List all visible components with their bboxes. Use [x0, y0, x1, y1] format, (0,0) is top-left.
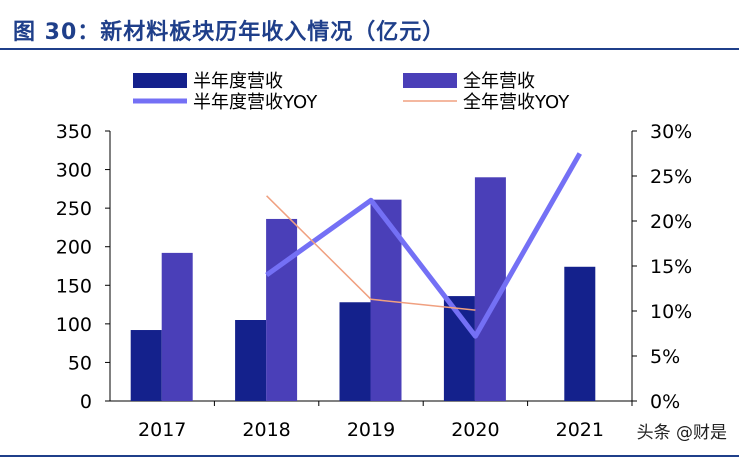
half-year-revenue-bar — [564, 266, 596, 401]
y-tick-label: 150 — [56, 275, 92, 297]
figure-title: 图 30：新材料板块历年收入情况（亿元） — [13, 20, 446, 45]
title-divider — [0, 48, 739, 50]
legend-label: 半年度营收YOY — [193, 92, 318, 113]
y2-tick-label: 20% — [650, 211, 692, 233]
y2-tick-label: 30% — [650, 121, 692, 143]
x-tick-label: 2018 — [242, 419, 290, 441]
chart-bars — [130, 177, 596, 401]
y-tick-label: 350 — [56, 121, 92, 143]
y-tick-label: 50 — [68, 352, 92, 374]
half-year-revenue-bar — [339, 302, 371, 401]
x-tick-label: 2020 — [451, 419, 499, 441]
legend-label: 全年营收 — [463, 71, 535, 92]
y-tick-label: 0 — [80, 391, 92, 413]
y2-tick-label: 15% — [650, 256, 692, 278]
y-tick-label: 300 — [56, 160, 92, 182]
x-tick-label: 2021 — [556, 419, 604, 441]
y-tick-label: 200 — [56, 237, 92, 259]
y-tick-label: 250 — [56, 198, 92, 220]
full-year-yoy-line — [266, 195, 476, 311]
half-year-revenue-bar — [235, 320, 267, 401]
full-year-revenue-bar — [266, 218, 298, 401]
watermark: 头条 @财是 — [636, 423, 727, 443]
x-tick-label: 2019 — [347, 419, 395, 441]
y-tick-label: 100 — [56, 314, 92, 336]
half-year-yoy-line — [265, 152, 582, 339]
legend-swatch — [403, 73, 457, 88]
y2-tick-label: 5% — [650, 346, 680, 368]
chart-lines — [265, 152, 582, 339]
bottom-divider — [0, 455, 739, 457]
full-year-revenue-bar — [161, 252, 193, 401]
y2-tick-label: 25% — [650, 166, 692, 188]
legend-swatch — [133, 73, 187, 88]
chart-ticks: 0 50 100 150 200 250 300 350 0% 5% 10% 15% 20% 25% 30%… — [56, 121, 693, 441]
x-tick-label: 2017 — [138, 419, 186, 441]
half-year-revenue-bar — [130, 330, 162, 401]
legend-label: 半年度营收 — [193, 71, 283, 92]
y2-tick-label: 10% — [650, 301, 692, 323]
y2-tick-label: 0% — [650, 391, 680, 413]
legend-label: 全年营收YOY — [463, 92, 570, 113]
